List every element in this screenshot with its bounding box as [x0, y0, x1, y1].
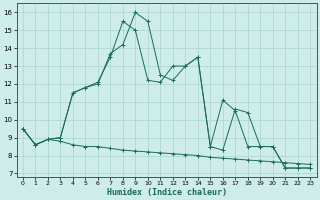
X-axis label: Humidex (Indice chaleur): Humidex (Indice chaleur): [107, 188, 227, 197]
